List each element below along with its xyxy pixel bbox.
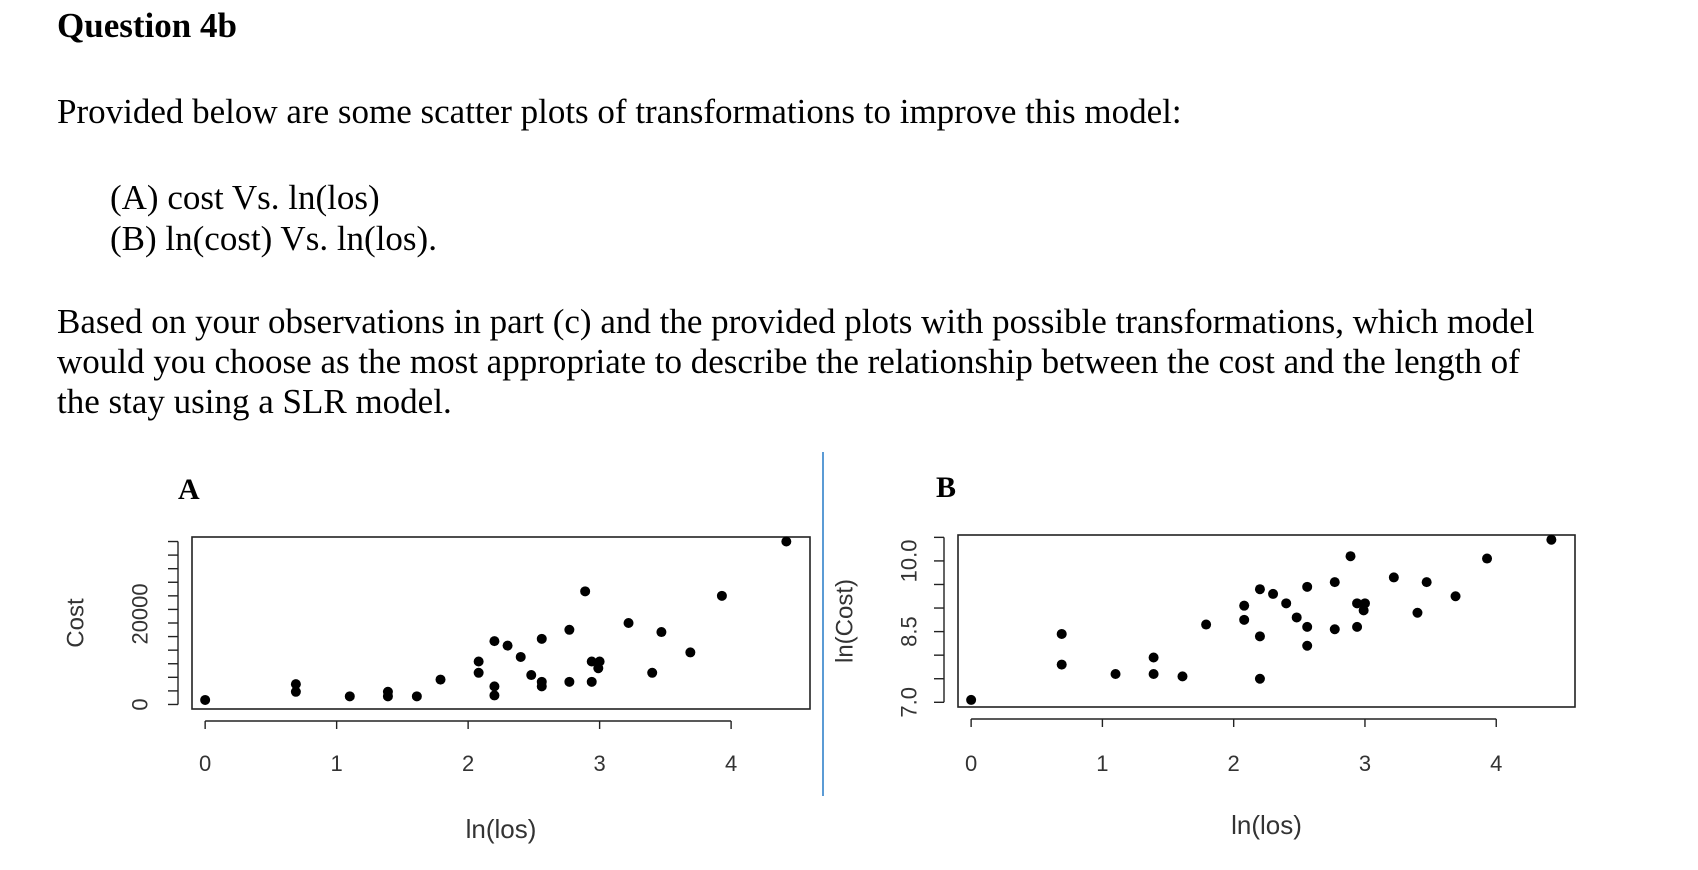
data-point [344,691,355,702]
data-point [1329,577,1340,588]
data-point [536,681,547,692]
data-point [1482,553,1493,564]
data-point [1239,600,1250,611]
data-point [526,670,537,681]
data-point [1148,652,1159,663]
x-tick-label: 0 [199,751,211,776]
data-point [536,676,547,687]
data-point [200,694,211,705]
data-point [1450,591,1461,602]
plot-frame [191,536,811,710]
scatter-plot-a: A 0 1 2 3 4 ln(los) 0 20000 Cost [63,473,811,844]
x-tick-label: 0 [965,751,977,776]
data-point [1546,534,1557,545]
data-point [564,676,575,687]
data-point [1291,612,1302,623]
data-point [382,686,393,697]
data-point [716,590,727,601]
data-point [1268,588,1279,599]
x-tick-label: 4 [1490,751,1502,776]
paragraph-line-2: would you choose as the most appropriate… [57,342,1520,381]
data-point [1110,669,1121,680]
data-point [473,667,484,678]
y-tick-label: 7.0 [897,687,922,718]
panel-divider [822,452,824,796]
data-point [435,674,446,685]
data-point [489,690,500,701]
data-point [1345,551,1356,562]
y-axis-label: Cost [63,598,90,648]
y-tick-label: 0 [128,698,153,710]
data-point [1201,619,1212,630]
data-point [593,663,604,674]
data-point [781,536,792,547]
y-tick-label: 8.5 [897,616,922,647]
paragraph-line-3: the stay using a SLR model. [57,382,452,421]
paragraph-line-1: Based on your observations in part (c) a… [57,302,1535,341]
data-point [1056,628,1067,639]
x-tick-label: 2 [1228,751,1240,776]
data-point [1388,572,1399,583]
data-point [580,586,591,597]
y-tick-label: 20000 [128,583,153,644]
data-point [594,656,605,667]
plot-frame [957,534,1576,708]
data-point [1302,621,1313,632]
option-a: (A) cost Vs. ln(los) [110,178,380,217]
data-point [1352,621,1363,632]
x-axis-label: ln(los) [1231,810,1302,840]
data-point [1254,673,1265,684]
data-point [1358,605,1369,616]
data-point [564,624,575,635]
intro-text: Provided below are some scatter plots of… [57,92,1182,131]
data-point [1056,659,1067,670]
data-point [290,686,301,697]
x-tick-label: 3 [1359,751,1371,776]
x-tick-label: 3 [593,751,605,776]
x-tick-label: 4 [725,751,737,776]
data-point [473,656,484,667]
data-point [515,651,526,662]
data-point [1329,624,1340,635]
data-point [656,627,667,638]
data-point [502,640,513,651]
data-point [1302,581,1313,592]
data-point [647,667,658,678]
data-point [586,656,597,667]
question-title: Question 4b [57,6,237,45]
panel-label: A [178,473,200,506]
data-point [1281,598,1292,609]
scatter-plot-b: B 0 1 2 3 4 ln(los) 7.0 8.5 10.0 ln(Cost) [832,471,1576,840]
data-point [536,633,547,644]
data-point [382,691,393,702]
data-point [411,691,422,702]
data-point [623,618,634,628]
data-point [1412,607,1423,618]
data-point [1421,577,1432,588]
data-point [1254,631,1265,642]
x-tick-label: 2 [462,751,474,776]
data-point [586,676,597,687]
data-point [1254,584,1265,595]
x-tick-label: 1 [1096,751,1108,776]
data-point [1302,640,1313,651]
y-axis-label: ln(Cost) [832,579,859,663]
data-point [1239,614,1250,625]
question-paragraph: Based on your observations in part (c) a… [57,302,1657,422]
data-point [1352,598,1363,609]
y-tick-label: 10.0 [897,540,922,583]
data-point [489,681,500,692]
data-point [1148,669,1159,680]
data-point [966,694,977,705]
x-tick-label: 1 [331,751,343,776]
data-point [685,647,696,658]
data-point [489,636,500,647]
data-point [1359,598,1370,609]
data-point [1177,671,1188,682]
panel-label: B [936,471,956,504]
option-b: (B) ln(cost) Vs. ln(los). [110,219,437,258]
data-point [290,679,301,690]
x-axis-label: ln(los) [466,814,537,844]
